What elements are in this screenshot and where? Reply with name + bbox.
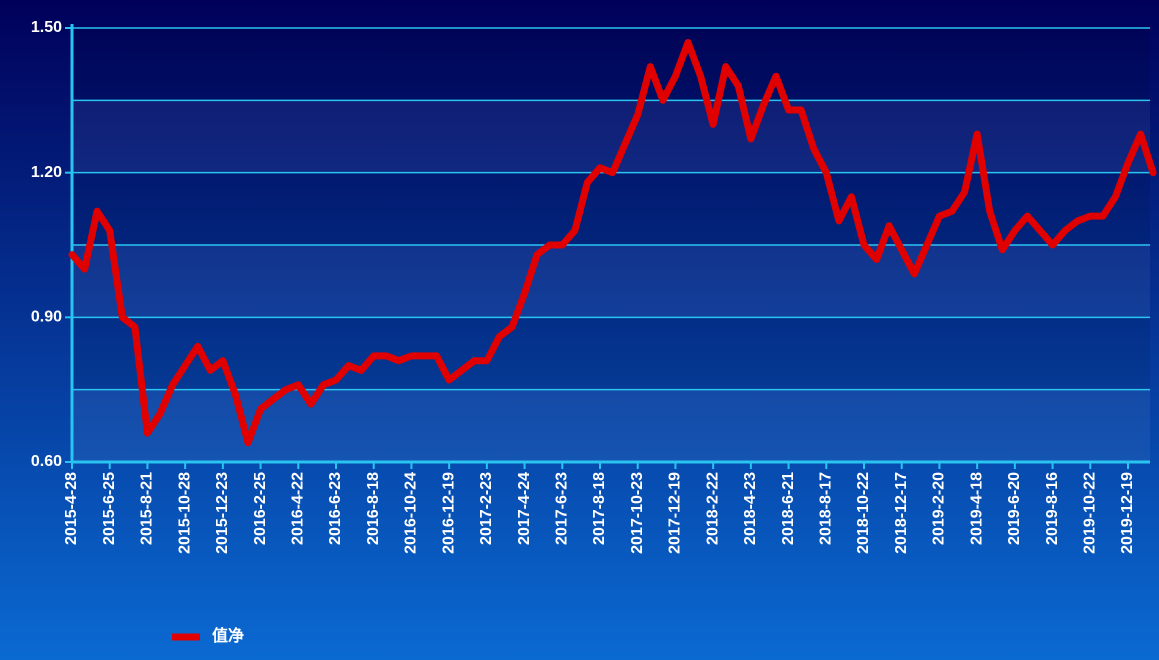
grid-band <box>72 317 1150 390</box>
x-tick-label: 2019-2-20 <box>931 472 948 545</box>
x-tick-label: 2019-10-22 <box>1082 472 1099 554</box>
x-tick-label: 2019-6-20 <box>1006 472 1023 545</box>
grid-band <box>72 245 1150 318</box>
x-tick-label: 2019-4-18 <box>968 472 985 545</box>
x-tick-label: 2015-10-28 <box>176 472 193 554</box>
legend-label: 值净 <box>212 626 244 645</box>
x-tick-label: 2016-12-19 <box>440 472 457 554</box>
x-tick-label: 2016-4-22 <box>290 472 307 545</box>
x-tick-label: 2018-2-22 <box>704 472 721 545</box>
x-tick-label: 2017-8-18 <box>591 472 608 545</box>
x-tick-label: 2018-12-17 <box>893 472 910 554</box>
x-tick-label: 2017-12-19 <box>667 472 684 554</box>
x-tick-label: 2016-6-23 <box>327 472 344 545</box>
x-tick-label: 2016-8-18 <box>365 472 382 545</box>
x-tick-label: 2018-10-22 <box>855 472 872 554</box>
x-tick-label: 2018-8-17 <box>818 472 835 545</box>
x-tick-label: 2015-4-28 <box>63 472 80 545</box>
x-tick-label: 2018-6-21 <box>780 472 797 545</box>
x-tick-label: 2019-8-16 <box>1044 472 1061 545</box>
x-tick-label: 2015-8-21 <box>139 472 156 545</box>
line-series <box>68 39 1157 447</box>
x-tick-label: 2016-2-25 <box>252 472 269 545</box>
x-tick-label: 2018-4-23 <box>742 472 759 545</box>
x-tick-label: 2017-4-24 <box>516 472 533 545</box>
x-tick-label: 2017-6-23 <box>554 472 571 545</box>
y-tick-label: 1.50 <box>31 19 62 36</box>
grid-band <box>72 28 1150 101</box>
x-tick-label: 2019-12-19 <box>1119 472 1136 554</box>
grid-band <box>72 100 1150 173</box>
y-tick-label: 1.20 <box>31 164 62 181</box>
x-tick-label: 2017-2-23 <box>478 472 495 545</box>
x-tick-label: 2017-10-23 <box>629 472 646 554</box>
x-tick-label: 2016-10-24 <box>403 472 420 554</box>
grid-band <box>72 172 1150 245</box>
y-tick-label: 0.60 <box>31 453 62 470</box>
x-tick-label: 2015-12-23 <box>214 472 231 554</box>
x-tick-label: 2015-6-25 <box>101 472 118 545</box>
y-tick-label: 0.90 <box>31 309 62 326</box>
